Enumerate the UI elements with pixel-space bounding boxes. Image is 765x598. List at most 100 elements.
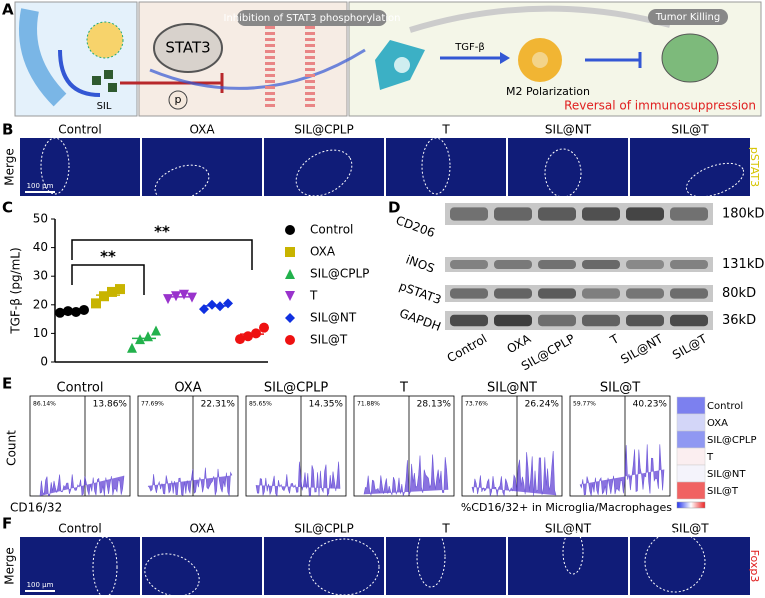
- size-label: 36kD: [722, 313, 756, 328]
- micrograph: [142, 138, 262, 196]
- blot-band: [670, 288, 708, 299]
- nucleus: [394, 57, 410, 73]
- micrograph: [508, 138, 628, 196]
- label: M2 Polarization: [506, 85, 590, 98]
- data-point: [151, 325, 161, 336]
- label: TGF-β: [454, 42, 485, 53]
- micrograph: [20, 138, 140, 196]
- y-tick-label: 50: [33, 212, 48, 226]
- group-label: Control: [57, 381, 104, 396]
- group-label: SIL@NT: [545, 522, 592, 536]
- y-tick-label: 0: [40, 355, 48, 369]
- micrograph: [20, 537, 140, 595]
- blot-band: [626, 314, 664, 327]
- blot-band: [494, 314, 532, 327]
- scale-label: 100 μm: [27, 581, 54, 589]
- panel-letter: F: [2, 515, 12, 533]
- blot-band: [538, 314, 576, 327]
- data-point: [171, 291, 181, 302]
- group-label: SIL@T: [671, 123, 709, 137]
- blot-band: [494, 207, 532, 221]
- data-point: [207, 299, 217, 310]
- data-point: [79, 304, 89, 315]
- legend-label: OXA: [310, 245, 336, 259]
- heatmap-row-label: SIL@NT: [707, 469, 746, 480]
- blot-band: [626, 207, 664, 221]
- histogram-trace: [471, 450, 557, 497]
- left-pct: 73.76%: [465, 401, 488, 408]
- protein-label: iNOS: [404, 252, 436, 275]
- data-point: [215, 301, 225, 312]
- data-point: [187, 292, 197, 303]
- histogram-trace: [255, 461, 341, 497]
- group-label: T: [441, 522, 450, 536]
- data-point: [199, 304, 209, 315]
- blot-band: [582, 314, 620, 327]
- right-pct: 22.31%: [201, 400, 236, 410]
- legend-label: Control: [310, 223, 353, 237]
- blot-band: [494, 288, 532, 299]
- blot-band: [450, 207, 488, 221]
- blot-band: [450, 260, 488, 269]
- histogram-frame: [29, 395, 131, 497]
- lane-label: OXA: [505, 331, 534, 356]
- left-pct: 71.88%: [357, 401, 380, 408]
- label-pill: [237, 10, 387, 26]
- histogram-trace: [579, 444, 665, 496]
- data-point: [91, 298, 101, 309]
- right-pct: 26.24%: [525, 400, 560, 410]
- region-outline: [644, 531, 706, 593]
- data-point: [99, 291, 109, 302]
- region-outline: [421, 137, 451, 195]
- row-label: Merge: [3, 547, 17, 584]
- legend-label: T: [309, 289, 318, 303]
- data-point: [55, 307, 65, 318]
- data-point: [285, 247, 295, 257]
- lane-label: SIL@NT: [618, 331, 666, 367]
- data-point: [163, 294, 173, 305]
- protein-label: GAPDH: [398, 306, 443, 334]
- region-outline: [416, 526, 446, 588]
- blot-band: [538, 288, 576, 299]
- sig-label: **: [100, 248, 116, 266]
- micrograph: [264, 138, 384, 196]
- blot-band: [450, 288, 488, 299]
- blot-band: [494, 260, 532, 269]
- protein-label: pSTAT3: [397, 279, 443, 307]
- group-label: T: [441, 123, 450, 137]
- region-outline: [308, 538, 380, 596]
- y-axis-label: TGF-β (pg/mL): [9, 247, 23, 334]
- histogram-frame: [569, 395, 671, 497]
- label-pill: [648, 9, 728, 25]
- inhibit-bar: [585, 52, 642, 68]
- inhibit-bar: [120, 73, 224, 93]
- data-point: [223, 298, 233, 309]
- data-point: [285, 291, 295, 301]
- micrograph: [386, 138, 506, 196]
- data-point: [71, 306, 81, 317]
- region-outline: [40, 137, 70, 195]
- group-label: OXA: [189, 522, 215, 536]
- histogram-trace: [39, 474, 125, 497]
- blot-band: [670, 314, 708, 327]
- heatmap-row-label: SIL@T: [707, 486, 739, 497]
- right-pct: 13.86%: [93, 400, 128, 410]
- arrow-head: [500, 52, 510, 64]
- histogram-frame: [353, 395, 455, 497]
- blot-band: [538, 207, 576, 221]
- left-pct: 85.65%: [249, 401, 272, 408]
- nucleus: [532, 52, 548, 68]
- data-point: [115, 284, 125, 295]
- heatmap-row-label: SIL@CPLP: [707, 435, 756, 446]
- size-label: 131kD: [722, 257, 764, 272]
- sig-bracket: [71, 239, 253, 270]
- sig-label: **: [154, 223, 170, 241]
- group-label: T: [399, 381, 408, 396]
- data-point: [285, 225, 295, 235]
- heatmap-row-label: OXA: [707, 418, 728, 429]
- panel-letter: A: [2, 1, 14, 19]
- histogram-frame: [245, 395, 347, 497]
- label: SIL: [97, 101, 112, 112]
- tumor-cell: [661, 33, 719, 83]
